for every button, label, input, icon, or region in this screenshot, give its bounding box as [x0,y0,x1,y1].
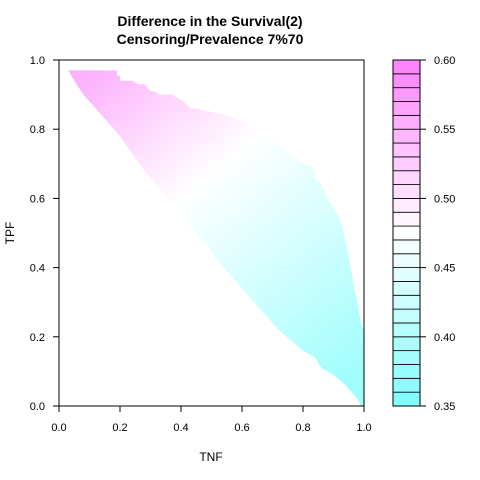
color-key-level [392,253,421,268]
color-key-level [392,308,421,324]
color-key-level [392,59,421,75]
color-key-level [392,142,421,158]
y-tick-label: 0.0 [30,401,45,413]
color-key-level [392,114,421,130]
x-tick-label: 0.8 [295,422,310,434]
x-tick-label: 0.4 [173,422,188,434]
color-key-level [392,184,421,199]
color-key-level [392,294,421,310]
color-key-level [392,128,421,144]
color-key-tick-label: 0.50 [434,193,455,205]
color-key-tick-label: 0.35 [434,401,455,413]
color-key-tick-label: 0.45 [434,263,455,275]
color-key-level [392,391,421,407]
color-key-level [392,101,421,116]
color-key: 0.35 0.40 0.45 0.50 0.55 0.60 [392,55,455,413]
color-key-level [392,350,421,365]
color-key-level [392,364,421,379]
x-tick-label: 0.0 [51,422,66,434]
y-tick-label: 0.4 [30,263,45,275]
y-tick-label: 0.8 [30,124,45,136]
color-key-level [392,322,421,338]
color-key-level [392,267,421,282]
color-key-level [392,377,421,393]
y-axis: 0.0 0.2 0.4 0.6 0.8 1.0 [30,55,59,413]
color-key-level [392,336,421,352]
color-key-frame [392,59,421,407]
x-axis-label: TNF [199,450,222,464]
y-tick-label: 0.2 [30,332,45,344]
color-key-level [392,170,421,185]
y-tick-label: 0.6 [30,193,45,205]
x-tick-label: 1.0 [356,422,371,434]
contour-fill-region [68,70,364,406]
color-key-tick-label: 0.40 [434,332,455,344]
x-axis: 0.0 0.2 0.4 0.6 0.8 1.0 [51,406,372,434]
color-key-level [392,156,421,172]
y-axis-label: TPF [3,222,17,245]
color-key-tick-label: 0.55 [434,124,455,136]
color-key-level [392,281,421,296]
color-key-level [392,87,421,102]
color-key-level [392,225,421,241]
contour-region [68,70,364,406]
color-key-level [392,211,421,227]
color-key-tick-label: 0.60 [434,55,455,67]
x-tick-label: 0.6 [234,422,249,434]
color-key-level [392,239,421,255]
chart-subtitle: Censoring/Prevalence 7%70 [117,31,304,47]
y-tick-label: 1.0 [30,55,45,67]
plot-frame [58,59,365,407]
color-key-level [392,73,421,89]
x-tick-label: 0.2 [112,422,127,434]
chart-title: Difference in the Survival(2) [117,13,302,29]
color-key-level [392,197,421,213]
